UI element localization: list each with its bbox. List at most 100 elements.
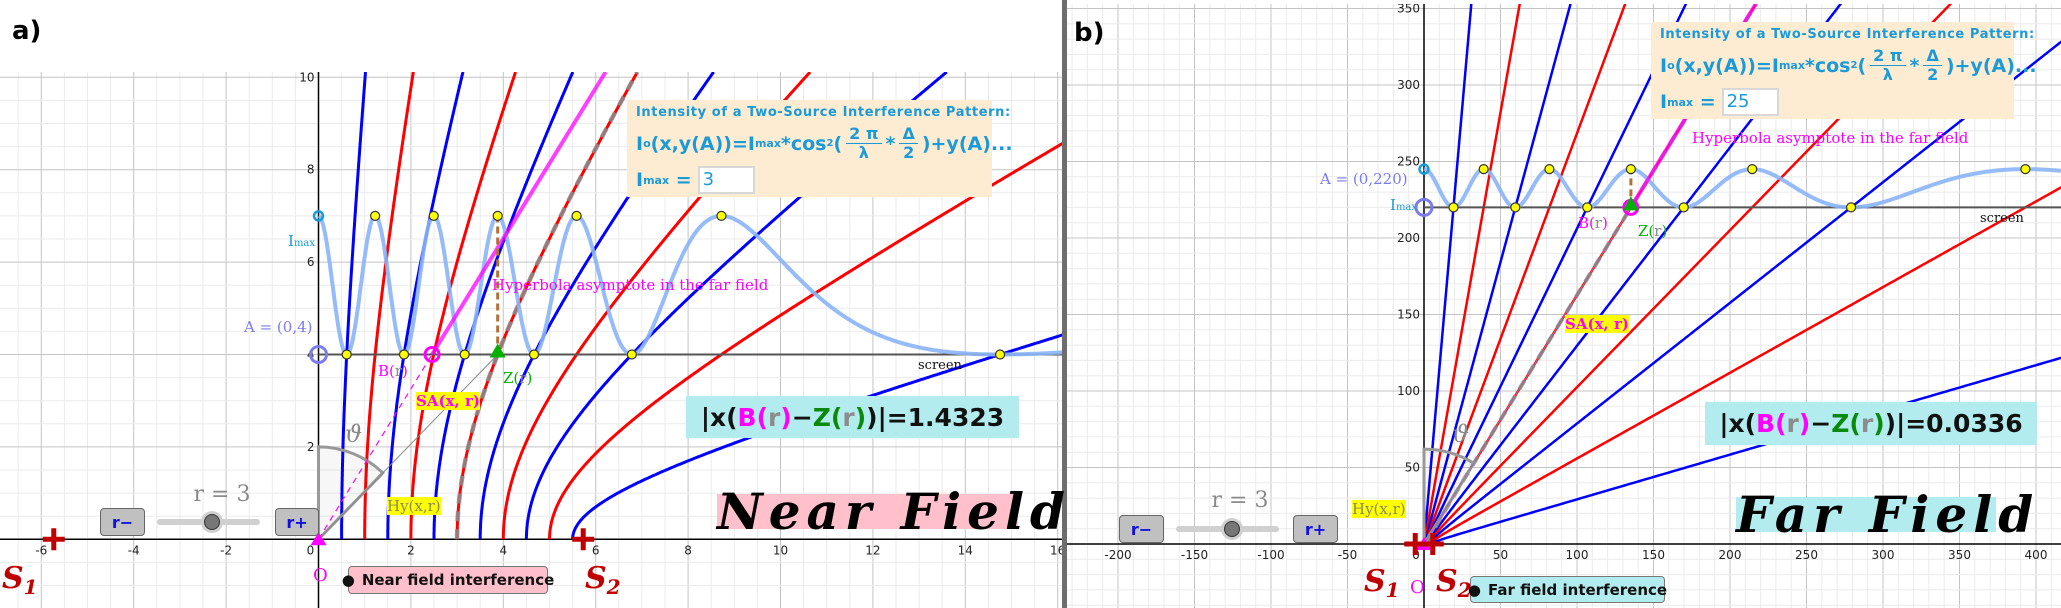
maximum-hyperbola — [1430, 186, 2061, 545]
x-tick-label: 4 — [499, 543, 507, 557]
x-tick-label: 50 — [1493, 548, 1508, 562]
result-r: r — [1786, 409, 1799, 438]
result-value: 0.0336 — [1926, 409, 2023, 438]
formula-args: (x,y(A))=I — [650, 132, 755, 155]
minimum-point — [341, 349, 352, 360]
paren: ) — [780, 402, 792, 432]
paren: ( — [830, 402, 843, 432]
formula-max-sub: max — [754, 137, 781, 150]
z-close: ) — [1661, 222, 1668, 240]
r-plus-button[interactable]: r+ — [275, 508, 319, 536]
near-field-interference-button[interactable]: ● Near field interference — [342, 566, 554, 594]
field-title-text: Near Field — [717, 482, 1071, 541]
hy-label: Hy(x,r) — [387, 497, 441, 515]
y-tick-label: 100 — [1397, 384, 1420, 398]
minimum-point — [1510, 202, 1521, 213]
origin-label: O — [313, 565, 328, 586]
imax-input[interactable]: 3 — [697, 166, 755, 194]
maximum-point — [1747, 164, 1758, 175]
b-main: B( — [1578, 214, 1595, 232]
x-tick-label: 400 — [2025, 548, 2048, 562]
minimum-hyperbola — [432, 72, 575, 540]
formula-open: ( — [1857, 54, 1867, 77]
r-slider-label: r = 3 — [1211, 488, 1269, 513]
theta-label: ϑ — [1452, 420, 1470, 448]
r-slider-handle[interactable] — [1224, 521, 1240, 537]
asymptote-label: Hyperbola asymptote in the far field — [1692, 129, 1969, 147]
formula-title: Intensity of a Two-Source Interference P… — [636, 105, 1011, 120]
s-letter: S — [1364, 564, 1386, 599]
frac-num: Δ — [1923, 47, 1942, 66]
origin-to-z-line — [1423, 207, 1632, 545]
y-tick-label: 2 — [307, 440, 315, 454]
maximum-point — [716, 210, 727, 221]
maximum-point — [571, 210, 582, 221]
maximum-point — [428, 210, 439, 221]
frac-den: 2 — [903, 143, 915, 162]
imax-sub: max — [1395, 202, 1418, 213]
imax-input[interactable]: 25 — [1721, 88, 1779, 116]
source-s1-label: S1 — [1364, 566, 1400, 606]
s-sub: 2 — [606, 575, 621, 599]
y-tick-label: 6 — [307, 255, 315, 269]
hyperbola-asymptote-line — [430, 72, 608, 356]
r-minus-button[interactable]: r− — [1119, 515, 1164, 543]
minimum-point — [528, 349, 540, 360]
maximum-point — [1625, 164, 1636, 175]
point-z-triangle — [1622, 196, 1639, 211]
y-tick-label: 300 — [1397, 78, 1420, 92]
paren: ( — [1775, 409, 1787, 438]
y-tick-label: 10 — [299, 70, 314, 84]
source-s2-label: S2 — [1436, 566, 1472, 606]
imax-label: I — [636, 169, 644, 191]
minimum-point — [398, 349, 410, 360]
sa-label: SA(x, r) — [416, 392, 480, 410]
x-tick-label: -200 — [1104, 548, 1131, 562]
r-minus-button[interactable]: r− — [100, 508, 145, 536]
maximum-point — [1544, 164, 1555, 175]
frac-den: λ — [1882, 65, 1893, 84]
paren: ( — [1849, 409, 1861, 438]
z-main: Z( — [503, 369, 520, 387]
result-r: r — [1860, 409, 1874, 438]
x-tick-label: 14 — [958, 543, 973, 557]
r-slider-label: r = 3 — [193, 482, 251, 507]
source-s1-label: S1 — [2, 563, 38, 603]
x-tick-label: -4 — [128, 543, 140, 557]
far-field-interference-button[interactable]: ● Far field interference — [1468, 576, 1667, 603]
b-close: ) — [1602, 214, 1608, 232]
x-tick-label: 16 — [1050, 543, 1065, 557]
minimum-point — [1448, 202, 1459, 213]
equals: = — [1699, 91, 1716, 113]
result-prefix: |x( — [1719, 409, 1757, 438]
minimum-point — [626, 349, 637, 360]
s-sub: 1 — [1385, 578, 1400, 602]
frac-den: 2 — [1927, 65, 1939, 84]
r-slider-handle[interactable] — [204, 514, 220, 530]
y-tick-label: 8 — [307, 163, 315, 177]
equals: = — [675, 169, 692, 191]
formula-tail: )+y(A)... — [921, 132, 1013, 155]
imax-marker-label: Imax — [288, 232, 315, 250]
r-plus-button[interactable]: r+ — [1293, 515, 1338, 543]
y-tick-label: 200 — [1397, 231, 1420, 245]
paren: ) — [1873, 409, 1885, 438]
x-tick-label: 6 — [592, 543, 600, 557]
intensity-curve — [317, 213, 1062, 357]
imax-point — [312, 210, 325, 222]
bullet-icon: ● — [341, 571, 355, 589]
minimum-point — [1582, 202, 1593, 213]
y-tick-label: 50 — [1405, 461, 1420, 475]
point-a-label: A = (0,220) — [1320, 170, 1408, 188]
formula-times: * — [885, 132, 896, 155]
y-tick-label: 250 — [1397, 155, 1420, 169]
minimum-point — [1845, 202, 1857, 213]
x-tick-label: 350 — [1948, 548, 1971, 562]
result-z: Z — [812, 402, 831, 432]
z-r: r — [519, 369, 527, 387]
